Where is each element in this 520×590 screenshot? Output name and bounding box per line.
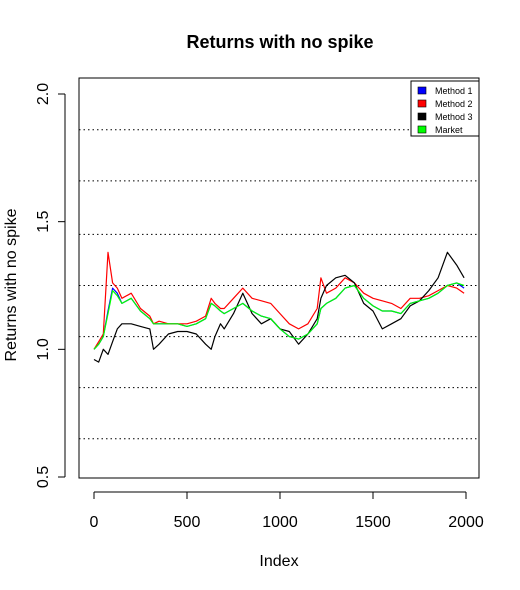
- y-tick-label-1: 1.0: [35, 338, 52, 360]
- series-line-method-3: [93, 251, 465, 363]
- y-axis-label: Returns with no spike: [3, 208, 20, 361]
- x-axis-label: Index: [259, 553, 298, 570]
- x-tick-label-1: 500: [174, 514, 201, 531]
- series-line-market: [93, 282, 465, 350]
- y-tick-label-3: 2.0: [35, 83, 52, 105]
- x-tick-label-0: 0: [90, 514, 99, 531]
- legend-swatch-1: [417, 99, 427, 108]
- legend: Method 1 Method 2 Method 3 Market: [410, 80, 480, 137]
- plot-frame: [78, 77, 480, 479]
- legend-label-0: Method 1: [435, 86, 473, 96]
- legend-swatch-3: [417, 125, 427, 134]
- x-tick-label-3: 1500: [355, 514, 391, 531]
- y-tick-label-0: 0.5: [35, 466, 52, 488]
- legend-swatch-2: [417, 112, 427, 121]
- chart-title: Returns with no spike: [186, 32, 373, 52]
- series-lines: [93, 251, 465, 363]
- y-tick-label-2: 1.5: [35, 210, 52, 232]
- legend-swatch-0: [417, 86, 427, 95]
- x-axis: 0 500 1000 1500 2000: [90, 491, 484, 531]
- x-tick-label-2: 1000: [262, 514, 298, 531]
- y-axis: 0.5 1.0 1.5 2.0: [35, 83, 66, 488]
- legend-label-1: Method 2: [435, 99, 473, 109]
- legend-label-2: Method 3: [435, 112, 473, 122]
- legend-label-3: Market: [435, 125, 463, 135]
- reference-lines: [79, 129, 479, 440]
- series-line-method-2: [93, 251, 465, 350]
- x-tick-label-4: 2000: [448, 514, 484, 531]
